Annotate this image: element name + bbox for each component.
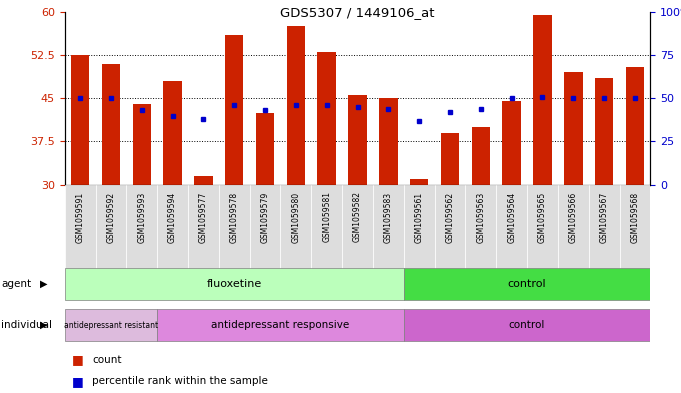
Text: individual: individual	[1, 320, 52, 330]
Bar	[342, 185, 373, 269]
Bar	[533, 15, 552, 185]
Bar	[225, 35, 244, 185]
Bar	[317, 52, 336, 185]
Bar	[95, 185, 127, 269]
Text: GSM1059564: GSM1059564	[507, 191, 516, 243]
Text: GSM1059582: GSM1059582	[353, 191, 362, 242]
Text: GSM1059566: GSM1059566	[569, 191, 577, 243]
Text: ■: ■	[72, 353, 83, 366]
Text: GSM1059565: GSM1059565	[538, 191, 547, 243]
Bar	[471, 127, 490, 185]
Text: percentile rank within the sample: percentile rank within the sample	[92, 376, 268, 386]
Bar	[379, 98, 398, 185]
Text: GSM1059583: GSM1059583	[384, 191, 393, 242]
Bar	[404, 268, 650, 300]
Bar	[564, 72, 582, 185]
Text: GSM1059578: GSM1059578	[229, 191, 239, 242]
Text: fluoxetine: fluoxetine	[206, 279, 262, 289]
Text: GSM1059562: GSM1059562	[445, 191, 454, 242]
Bar	[558, 185, 588, 269]
Bar	[496, 185, 527, 269]
Text: GSM1059593: GSM1059593	[138, 191, 146, 243]
Bar	[157, 185, 188, 269]
Bar	[410, 179, 428, 185]
Text: GSM1059577: GSM1059577	[199, 191, 208, 243]
Text: GSM1059592: GSM1059592	[106, 191, 116, 242]
Text: GSM1059591: GSM1059591	[76, 191, 84, 242]
Bar	[441, 133, 459, 185]
Bar	[194, 176, 212, 185]
Text: antidepressant resistant: antidepressant resistant	[64, 321, 158, 330]
Text: GSM1059579: GSM1059579	[261, 191, 270, 243]
Bar	[256, 113, 274, 185]
Text: count: count	[92, 354, 121, 365]
Bar	[127, 185, 157, 269]
Bar	[65, 185, 95, 269]
Text: antidepressant responsive: antidepressant responsive	[211, 320, 349, 330]
Text: GSM1059580: GSM1059580	[291, 191, 300, 242]
Bar	[348, 95, 367, 185]
Bar	[404, 309, 650, 341]
Bar	[65, 268, 404, 300]
Text: control: control	[509, 320, 545, 330]
Text: ▶: ▶	[39, 279, 47, 289]
Bar	[101, 64, 120, 185]
Bar	[465, 185, 496, 269]
Bar	[71, 55, 89, 185]
Bar	[287, 26, 305, 185]
Bar	[503, 101, 521, 185]
Bar	[404, 185, 434, 269]
Bar	[626, 66, 644, 185]
Bar	[157, 309, 404, 341]
Text: ▶: ▶	[39, 320, 47, 330]
Bar	[373, 185, 404, 269]
Bar	[595, 78, 614, 185]
Text: GDS5307 / 1449106_at: GDS5307 / 1449106_at	[281, 6, 434, 19]
Bar	[620, 185, 650, 269]
Bar	[527, 185, 558, 269]
Text: GSM1059581: GSM1059581	[322, 191, 331, 242]
Bar	[133, 104, 151, 185]
Bar	[434, 185, 465, 269]
Text: control: control	[508, 279, 546, 289]
Bar	[188, 185, 219, 269]
Bar	[281, 185, 311, 269]
Bar	[588, 185, 620, 269]
Text: GSM1059594: GSM1059594	[168, 191, 177, 243]
Text: agent: agent	[1, 279, 31, 289]
Text: GSM1059563: GSM1059563	[476, 191, 486, 243]
Bar	[250, 185, 281, 269]
Bar	[311, 185, 342, 269]
Text: ■: ■	[72, 375, 83, 388]
Text: GSM1059568: GSM1059568	[631, 191, 639, 242]
Text: GSM1059561: GSM1059561	[415, 191, 424, 242]
Bar	[219, 185, 250, 269]
Text: GSM1059567: GSM1059567	[599, 191, 609, 243]
Bar	[65, 309, 157, 341]
Bar	[163, 81, 182, 185]
